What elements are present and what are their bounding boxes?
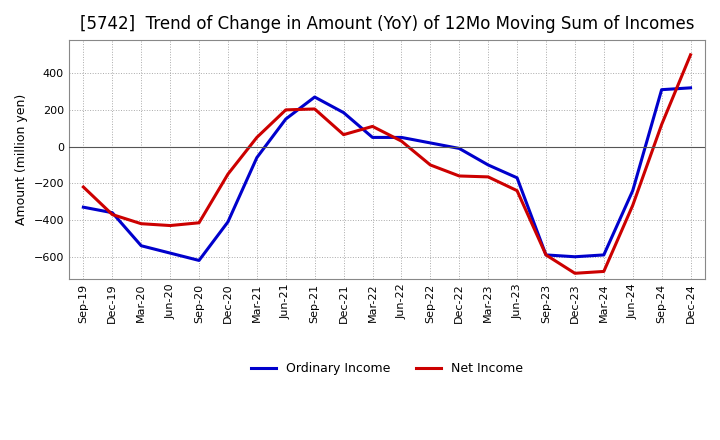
Net Income — [166, 223, 174, 228]
Net Income — [108, 212, 117, 217]
Ordinary Income — [397, 135, 406, 140]
Net Income — [194, 220, 203, 225]
Net Income — [137, 221, 145, 226]
Net Income — [484, 174, 492, 180]
Net Income — [397, 139, 406, 144]
Ordinary Income — [166, 250, 174, 256]
Ordinary Income — [108, 210, 117, 215]
Net Income — [570, 271, 579, 276]
Net Income — [657, 122, 666, 127]
Ordinary Income — [484, 162, 492, 168]
Y-axis label: Amount (million yen): Amount (million yen) — [15, 94, 28, 225]
Net Income — [79, 184, 88, 190]
Net Income — [541, 252, 550, 257]
Ordinary Income — [426, 140, 435, 146]
Ordinary Income — [513, 175, 521, 180]
Net Income — [339, 132, 348, 137]
Ordinary Income — [686, 85, 695, 91]
Ordinary Income — [310, 95, 319, 100]
Legend: Ordinary Income, Net Income: Ordinary Income, Net Income — [246, 357, 528, 380]
Line: Ordinary Income: Ordinary Income — [84, 88, 690, 260]
Net Income — [282, 107, 290, 113]
Net Income — [224, 172, 233, 177]
Title: [5742]  Trend of Change in Amount (YoY) of 12Mo Moving Sum of Incomes: [5742] Trend of Change in Amount (YoY) o… — [80, 15, 694, 33]
Ordinary Income — [629, 188, 637, 193]
Ordinary Income — [657, 87, 666, 92]
Ordinary Income — [282, 117, 290, 122]
Ordinary Income — [224, 219, 233, 224]
Net Income — [600, 269, 608, 274]
Line: Net Income: Net Income — [84, 55, 690, 273]
Net Income — [513, 188, 521, 193]
Ordinary Income — [368, 135, 377, 140]
Ordinary Income — [137, 243, 145, 249]
Net Income — [629, 203, 637, 208]
Net Income — [455, 173, 464, 179]
Ordinary Income — [253, 155, 261, 160]
Net Income — [426, 162, 435, 168]
Ordinary Income — [570, 254, 579, 260]
Net Income — [310, 106, 319, 112]
Net Income — [368, 124, 377, 129]
Ordinary Income — [194, 258, 203, 263]
Ordinary Income — [339, 110, 348, 115]
Ordinary Income — [455, 146, 464, 151]
Ordinary Income — [79, 205, 88, 210]
Net Income — [686, 52, 695, 58]
Net Income — [253, 135, 261, 140]
Ordinary Income — [541, 252, 550, 257]
Ordinary Income — [600, 252, 608, 257]
